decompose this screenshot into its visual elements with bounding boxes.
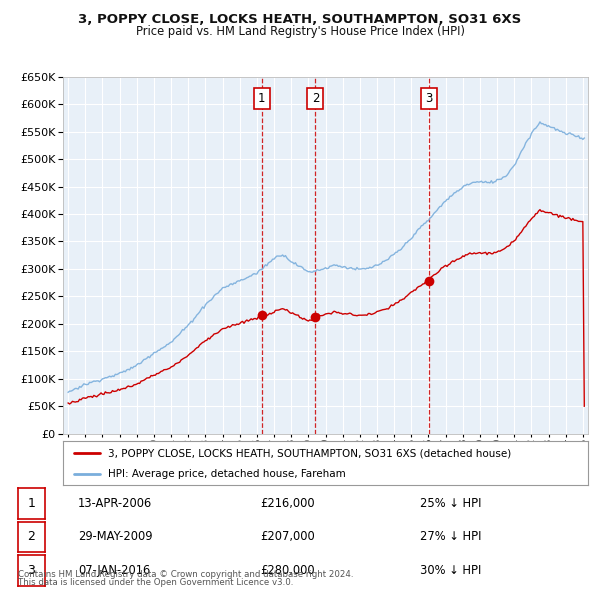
Text: 1: 1: [258, 92, 265, 105]
Text: £280,000: £280,000: [260, 564, 316, 577]
Text: 29-MAY-2009: 29-MAY-2009: [78, 530, 152, 543]
Text: 1: 1: [28, 497, 35, 510]
Text: This data is licensed under the Open Government Licence v3.0.: This data is licensed under the Open Gov…: [18, 578, 293, 587]
Text: Contains HM Land Registry data © Crown copyright and database right 2024.: Contains HM Land Registry data © Crown c…: [18, 571, 353, 579]
Text: 3, POPPY CLOSE, LOCKS HEATH, SOUTHAMPTON, SO31 6XS (detached house): 3, POPPY CLOSE, LOCKS HEATH, SOUTHAMPTON…: [107, 448, 511, 458]
Text: 2: 2: [311, 92, 319, 105]
Text: 25% ↓ HPI: 25% ↓ HPI: [420, 497, 482, 510]
Text: 07-JAN-2016: 07-JAN-2016: [78, 564, 150, 577]
Text: £216,000: £216,000: [260, 497, 316, 510]
Text: HPI: Average price, detached house, Fareham: HPI: Average price, detached house, Fare…: [107, 469, 346, 479]
Text: 13-APR-2006: 13-APR-2006: [78, 497, 152, 510]
Text: Price paid vs. HM Land Registry's House Price Index (HPI): Price paid vs. HM Land Registry's House …: [136, 25, 464, 38]
Text: 30% ↓ HPI: 30% ↓ HPI: [420, 564, 481, 577]
Text: 27% ↓ HPI: 27% ↓ HPI: [420, 530, 482, 543]
Text: 3: 3: [28, 564, 35, 577]
Text: £207,000: £207,000: [260, 530, 316, 543]
Text: 2: 2: [28, 530, 35, 543]
Text: 3: 3: [425, 92, 433, 105]
Text: 3, POPPY CLOSE, LOCKS HEATH, SOUTHAMPTON, SO31 6XS: 3, POPPY CLOSE, LOCKS HEATH, SOUTHAMPTON…: [79, 13, 521, 26]
